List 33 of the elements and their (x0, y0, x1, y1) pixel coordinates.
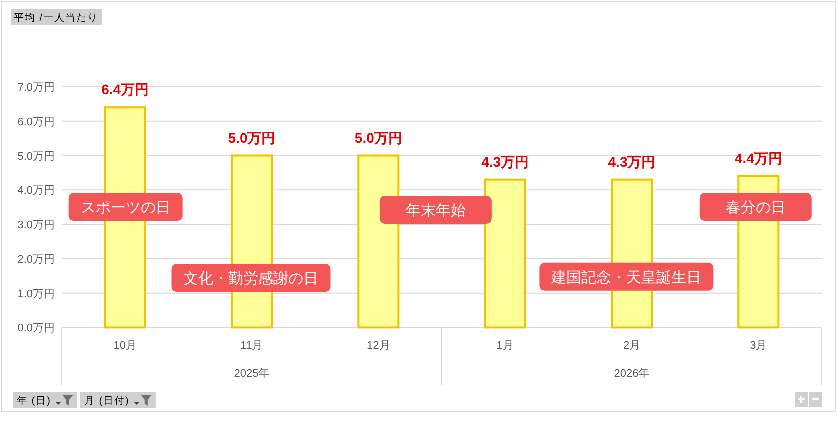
x-tick-label: 3月 (750, 340, 768, 352)
annotation: 春分の日 (726, 200, 786, 217)
callout: スポーツの日 (68, 193, 183, 222)
data-label: 4.4万円 (734, 150, 782, 166)
y-tick-label: 3.0万円 (18, 220, 55, 232)
annotation: 年末年始 (406, 202, 466, 220)
data-label: 6.4万円 (102, 82, 150, 98)
data-label: 5.0万円 (228, 130, 276, 146)
callout: 年末年始 (380, 196, 492, 224)
annotation: 文化・勤労感謝の日 (184, 270, 319, 288)
y-tick-label: 7.0万円 (18, 82, 55, 94)
annotation: 建国記念・天皇誕生日 (550, 269, 702, 286)
chart-title: 平均 /一人当たり (14, 12, 99, 24)
annotation: スポーツの日 (80, 200, 171, 217)
y-tick-label: 0.0万円 (18, 322, 55, 335)
y-tick-label: 1.0万円 (18, 288, 55, 300)
x-tick-label: 12月 (367, 340, 390, 352)
y-tick-label: 2.0万円 (18, 254, 55, 266)
y-tick-label: 4.0万円 (18, 185, 55, 198)
data-label: 4.3万円 (482, 154, 530, 170)
callout: 文化・勤労感謝の日 (172, 264, 331, 292)
x-tick-label: 1月 (496, 340, 514, 352)
x-tick-label: 10月 (114, 340, 137, 352)
x-tick-label: 11月 (240, 340, 264, 352)
y-tick-label: 5.0万円 (18, 150, 55, 163)
data-label: 4.3万円 (608, 154, 656, 170)
x-tick-label: 2月 (623, 340, 641, 352)
text: 2025年 (234, 368, 270, 380)
y-tick-label: 6.0万円 (18, 116, 55, 128)
callout: 建国記念・天皇誕生日 (540, 262, 714, 291)
callout: 春分の日 (700, 193, 812, 222)
data-label: 5.0万円 (354, 130, 402, 146)
text: 2026年 (614, 368, 650, 380)
